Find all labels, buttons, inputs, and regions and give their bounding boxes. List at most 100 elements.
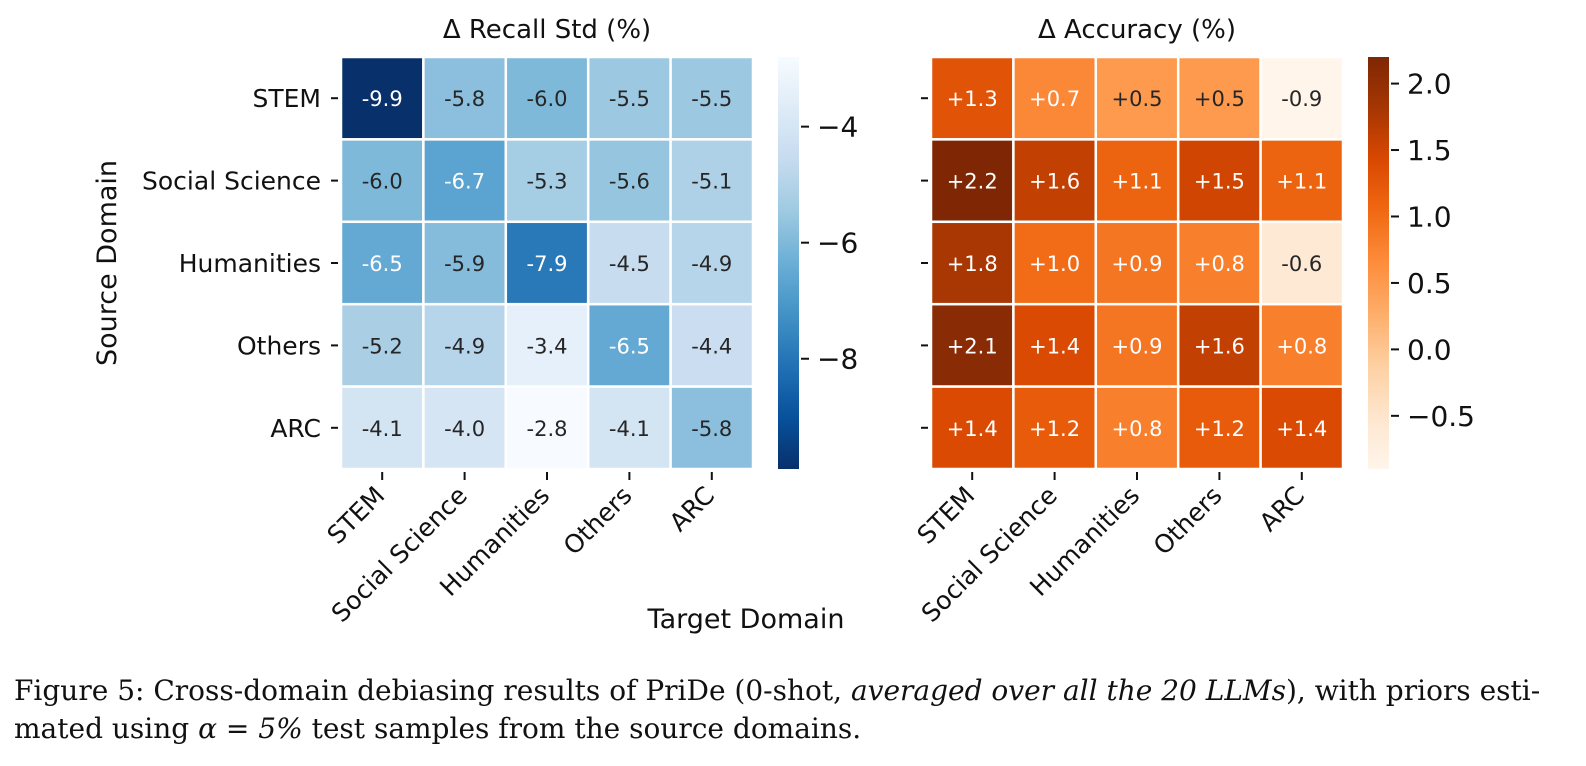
right-cell-label: +1.4 [1029, 334, 1080, 358]
right-colorbar-tick-label: 1.5 [1407, 134, 1452, 167]
left-heatmap-cell [339, 385, 425, 471]
left-colorbar-tick-label: −8 [817, 343, 858, 376]
left-cell-label: -4.4 [691, 334, 732, 358]
right-heatmap-cell [1012, 302, 1098, 388]
right-heatmap-cell [1094, 138, 1180, 224]
left-x-tick-label: STEM [321, 481, 390, 550]
right-colorbar [1368, 57, 1389, 469]
left-heatmap-cell [669, 385, 755, 471]
left-y-tick-label: ARC [270, 414, 321, 443]
left-heatmap-cell [339, 138, 425, 224]
left-heatmap-cell [422, 55, 508, 141]
left-cell-label: -5.1 [691, 170, 732, 194]
right-cell-label: -0.6 [1281, 252, 1322, 276]
left-colorbar-tick-label: −6 [817, 227, 858, 260]
left-heatmap-cell [339, 302, 425, 388]
left-y-tick-label: Others [237, 331, 321, 360]
right-x-tick-label: Others [1148, 481, 1228, 561]
left-heatmap-cell [504, 385, 590, 471]
figure-caption: Figure 5: Cross-domain debiasing results… [14, 672, 1574, 748]
right-cell-label: +2.1 [947, 334, 998, 358]
left-cell-label: -4.9 [691, 252, 732, 276]
right-cell-label: +1.6 [1194, 334, 1245, 358]
left-cell-label: -6.0 [527, 87, 568, 111]
left-heatmap-cell [422, 385, 508, 471]
right-colorbar-tick-label: −0.5 [1407, 400, 1475, 433]
right-heatmap-cell [1094, 55, 1180, 141]
right-colorbar-tick-label: 0.5 [1407, 267, 1452, 300]
left-heatmap-cell [422, 302, 508, 388]
y-axis-label: Source Domain [92, 160, 123, 366]
right-cell-label: +1.4 [1276, 417, 1327, 441]
left-cell-label: -7.9 [527, 252, 568, 276]
left-heatmap-cell [669, 138, 755, 224]
right-cell-label: +1.0 [1029, 252, 1080, 276]
right-cell-label: +1.1 [1112, 170, 1163, 194]
left-cell-label: -4.0 [444, 417, 485, 441]
right-cell-label: +1.4 [947, 417, 998, 441]
right-chart-title: Δ Accuracy (%) [1038, 15, 1236, 45]
right-heatmap-cell [1094, 220, 1180, 306]
right-cell-label: +0.7 [1029, 87, 1080, 111]
right-cell-label: +0.9 [1112, 334, 1163, 358]
left-heatmap-cell [586, 220, 672, 306]
left-cell-label: -2.8 [527, 417, 568, 441]
left-y-tick-label: Humanities [179, 249, 321, 278]
right-heatmap-cell [1259, 138, 1345, 224]
left-cell-label: -5.3 [527, 170, 568, 194]
left-cell-label: -5.9 [444, 252, 485, 276]
left-cell-label: -5.6 [609, 170, 650, 194]
left-x-tick-label: ARC [664, 481, 720, 537]
left-heatmap-cell [504, 138, 590, 224]
left-y-tick-label: STEM [252, 84, 321, 113]
left-cell-label: -4.9 [444, 334, 485, 358]
left-heatmap-cell [339, 55, 425, 141]
left-cell-label: -5.2 [362, 334, 403, 358]
right-heatmap-cell [1176, 138, 1262, 224]
left-cell-label: -5.5 [691, 87, 732, 111]
right-heatmap-cell [1012, 385, 1098, 471]
right-cell-label: +0.9 [1112, 252, 1163, 276]
left-cell-label: -6.5 [362, 252, 403, 276]
right-cell-label: +0.8 [1276, 334, 1327, 358]
left-chart-title: Δ Recall Std (%) [443, 15, 651, 45]
left-heatmap-cell [422, 220, 508, 306]
right-heatmap-cell [1012, 220, 1098, 306]
right-heatmap-cell [1259, 220, 1345, 306]
caption-math: α = 5% [198, 712, 303, 745]
left-x-tick-label: Others [558, 481, 638, 561]
left-heatmap-cell [669, 302, 755, 388]
right-colorbar-tick-label: 0.0 [1407, 333, 1452, 366]
right-cell-label: -0.9 [1281, 87, 1322, 111]
figure: Δ Recall Std (%) -9.9 -5.8 -6.0 -5.5 -5.5 -6.0… [92, 15, 1475, 635]
right-cell-label: +0.8 [1194, 252, 1245, 276]
right-cell-label: +1.2 [1029, 417, 1080, 441]
left-cell-label: -3.4 [527, 334, 568, 358]
caption-suffix: test samples from the source domains. [302, 712, 862, 745]
left-cell-label: -4.5 [609, 252, 650, 276]
right-heatmap-cell [1259, 385, 1345, 471]
left-cell-label: -6.0 [362, 170, 403, 194]
right-heatmap-cell [1012, 55, 1098, 141]
left-cell-label: -5.8 [444, 87, 485, 111]
right-heatmap-cell [1176, 385, 1262, 471]
right-heatmap-cell [1176, 302, 1262, 388]
right-cell-label: +0.5 [1112, 87, 1163, 111]
left-y-tick-label: Social Science [142, 167, 321, 196]
right-colorbar-tick-label: 2.0 [1407, 68, 1452, 101]
right-heatmap-cell [1176, 220, 1262, 306]
right-cell-label: +1.3 [947, 87, 998, 111]
right-cell-label: +2.2 [947, 170, 998, 194]
caption-prefix: Figure 5: Cross-domain debiasing results… [14, 674, 851, 707]
left-colorbar-tick-label: −4 [817, 111, 858, 144]
left-cell-label: -4.1 [362, 417, 403, 441]
right-cell-label: +1.2 [1194, 417, 1245, 441]
left-cell-label: -4.1 [609, 417, 650, 441]
left-cell-label: -5.5 [609, 87, 650, 111]
caption-italic: averaged over all the 20 LLMs [850, 674, 1286, 707]
left-cell-label: -9.9 [362, 87, 403, 111]
left-cell-label: -6.5 [609, 334, 650, 358]
right-cell-label: +0.8 [1112, 417, 1163, 441]
left-cell-label: -6.7 [444, 170, 485, 194]
x-axis-label: Target Domain [647, 604, 845, 635]
